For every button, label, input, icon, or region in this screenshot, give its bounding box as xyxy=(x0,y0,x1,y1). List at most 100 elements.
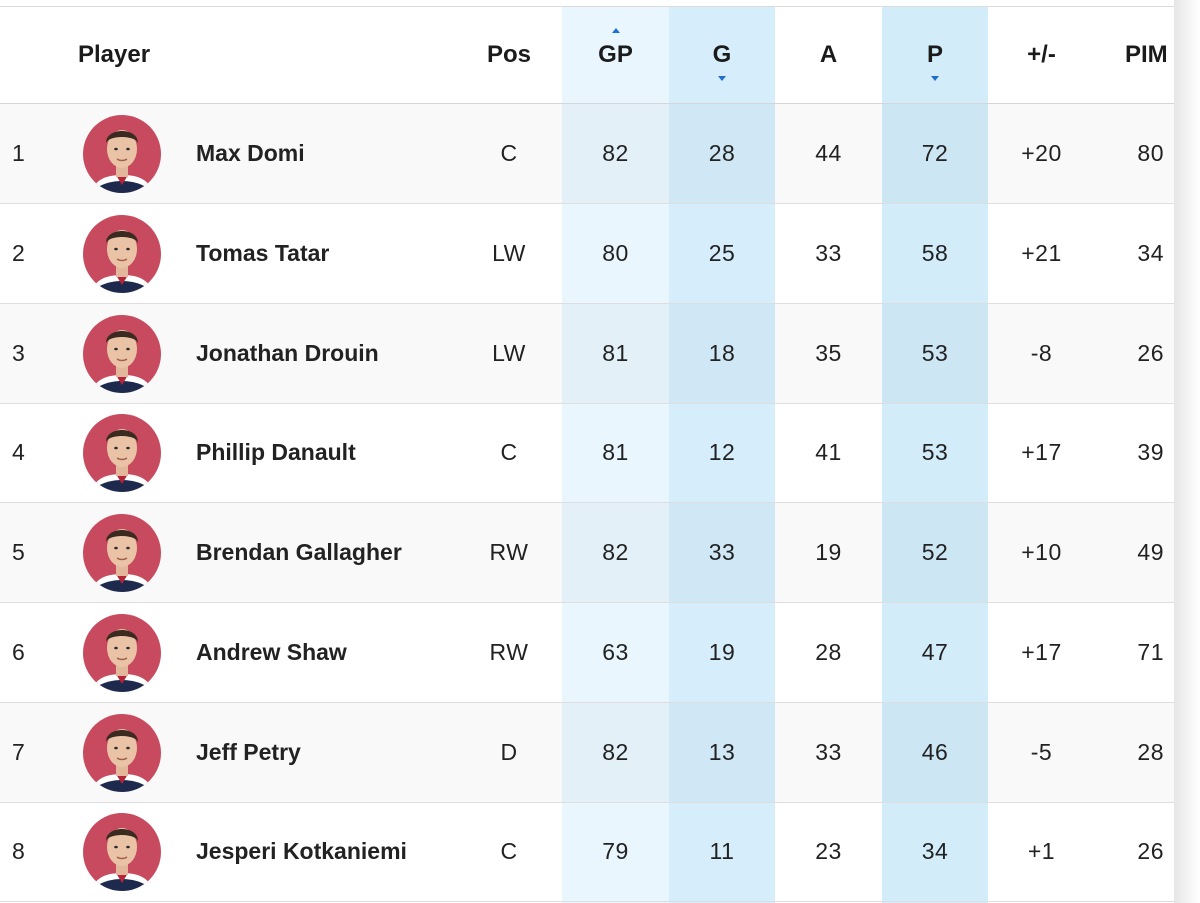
header-p[interactable]: P xyxy=(882,7,988,103)
rank-cell: 2 xyxy=(12,240,26,266)
g-cell: 19 xyxy=(708,639,736,665)
player-avatar[interactable] xyxy=(83,413,161,492)
player-avatar[interactable] xyxy=(83,114,161,193)
pim-cell: 26 xyxy=(1137,838,1164,864)
player-avatar[interactable] xyxy=(83,314,161,393)
header-pim-label: PIM xyxy=(1125,41,1168,68)
p-cell: 46 xyxy=(921,739,949,765)
header-player-label: Player xyxy=(78,41,151,68)
table-row[interactable]: 8 Jesperi Kotkaniemi C 79 11 23 34 xyxy=(0,802,1174,902)
avatar-cell xyxy=(83,204,161,303)
pim-cell: 34 xyxy=(1137,240,1164,266)
plus-minus-cell: -8 xyxy=(1030,340,1053,366)
table-row[interactable]: 6 Andrew Shaw RW 63 19 28 47 +1 xyxy=(0,603,1174,703)
header-gp[interactable]: GP xyxy=(562,7,669,103)
table-row[interactable]: 2 Tomas Tatar LW 80 25 33 58 +2 xyxy=(0,204,1174,304)
avatar-cell xyxy=(83,503,161,602)
sort-up-icon xyxy=(611,28,620,33)
g-column-highlight xyxy=(669,7,775,903)
a-cell: 44 xyxy=(815,140,842,166)
player-name[interactable]: Tomas Tatar xyxy=(196,240,330,266)
player-name[interactable]: Jesperi Kotkaniemi xyxy=(196,838,407,864)
plus-minus-cell: +20 xyxy=(1021,140,1062,166)
rank-cell: 8 xyxy=(12,838,26,864)
player-avatar[interactable] xyxy=(83,613,161,692)
gp-cell: 79 xyxy=(602,838,629,864)
p-cell: 34 xyxy=(921,838,949,864)
pos-cell: C xyxy=(500,838,518,864)
pim-cell: 71 xyxy=(1137,639,1164,665)
header-pos-label: Pos xyxy=(486,41,531,68)
player-avatar[interactable] xyxy=(83,513,161,592)
header-a[interactable]: A xyxy=(775,7,882,103)
a-cell: 33 xyxy=(815,739,842,765)
pos-cell: RW xyxy=(489,639,529,665)
avatar-cell xyxy=(83,703,161,802)
pos-cell: C xyxy=(500,439,518,465)
p-cell: 53 xyxy=(921,340,949,366)
player-photo-icon xyxy=(91,329,153,393)
player-photo-icon xyxy=(91,528,153,592)
pim-cell: 28 xyxy=(1137,739,1164,765)
header-plus-minus[interactable]: +/- xyxy=(988,7,1095,103)
header-g[interactable]: G xyxy=(669,7,775,103)
a-cell: 33 xyxy=(815,240,842,266)
rank-cell: 6 xyxy=(12,639,26,665)
pos-cell: LW xyxy=(492,340,526,366)
header-gp-label: GP xyxy=(598,41,633,68)
rank-cell: 7 xyxy=(12,739,26,765)
player-avatar[interactable] xyxy=(83,214,161,293)
g-cell: 33 xyxy=(708,539,736,565)
plus-minus-cell: +10 xyxy=(1021,539,1062,565)
player-name[interactable]: Max Domi xyxy=(196,140,305,166)
player-photo-icon xyxy=(91,728,153,792)
header-pim[interactable]: PIM xyxy=(1095,7,1180,103)
gp-cell: 81 xyxy=(602,340,629,366)
player-photo-icon xyxy=(91,129,153,193)
p-cell: 58 xyxy=(921,240,949,266)
player-name[interactable]: Phillip Danault xyxy=(196,439,356,465)
g-cell: 18 xyxy=(708,340,736,366)
rank-cell: 3 xyxy=(12,340,26,366)
gp-cell: 63 xyxy=(602,639,629,665)
gp-cell: 80 xyxy=(602,240,629,266)
header-pos[interactable]: Pos xyxy=(456,7,562,103)
pos-cell: C xyxy=(500,140,518,166)
a-cell: 41 xyxy=(815,439,842,465)
player-name[interactable]: Brendan Gallagher xyxy=(196,539,402,565)
pim-cell: 80 xyxy=(1137,140,1164,166)
p-cell: 72 xyxy=(921,140,949,166)
pim-cell: 26 xyxy=(1137,340,1164,366)
player-name[interactable]: Jeff Petry xyxy=(196,739,301,765)
avatar-cell xyxy=(83,403,161,502)
header-plus-minus-label: +/- xyxy=(1027,41,1056,68)
g-cell: 13 xyxy=(708,739,736,765)
sort-down-icon xyxy=(931,76,939,81)
table-row[interactable]: 1 Max Domi C 82 28 44 72 +20 xyxy=(0,104,1174,204)
plus-minus-cell: +17 xyxy=(1021,439,1062,465)
g-cell: 12 xyxy=(708,439,736,465)
header-player[interactable]: Player xyxy=(78,7,228,103)
g-cell: 11 xyxy=(709,838,735,864)
a-cell: 23 xyxy=(815,838,842,864)
avatar-cell xyxy=(83,304,161,403)
plus-minus-cell: +17 xyxy=(1021,639,1062,665)
avatar-cell xyxy=(83,104,161,203)
table-header-row: Player Pos GP G A P +/- PIM xyxy=(0,7,1174,104)
player-avatar[interactable] xyxy=(83,812,161,891)
player-name[interactable]: Andrew Shaw xyxy=(196,639,347,665)
table-row[interactable]: 4 Phillip Danault C 81 12 41 53 xyxy=(0,403,1174,503)
table-row[interactable]: 3 Jonathan Drouin LW 81 18 35 53 xyxy=(0,304,1174,404)
p-cell: 53 xyxy=(921,439,949,465)
header-g-label: G xyxy=(712,41,732,68)
player-photo-icon xyxy=(91,827,153,891)
scroll-edge-shadow xyxy=(1174,0,1200,903)
player-name[interactable]: Jonathan Drouin xyxy=(196,340,379,366)
table-row[interactable]: 5 Brendan Gallagher RW 82 33 19 52 xyxy=(0,503,1174,603)
rank-cell: 4 xyxy=(12,439,26,465)
rank-cell: 1 xyxy=(12,140,26,166)
p-column-highlight xyxy=(882,7,988,903)
table-row[interactable]: 7 Jeff Petry D 82 13 33 46 -5 xyxy=(0,703,1174,803)
player-avatar[interactable] xyxy=(83,713,161,792)
